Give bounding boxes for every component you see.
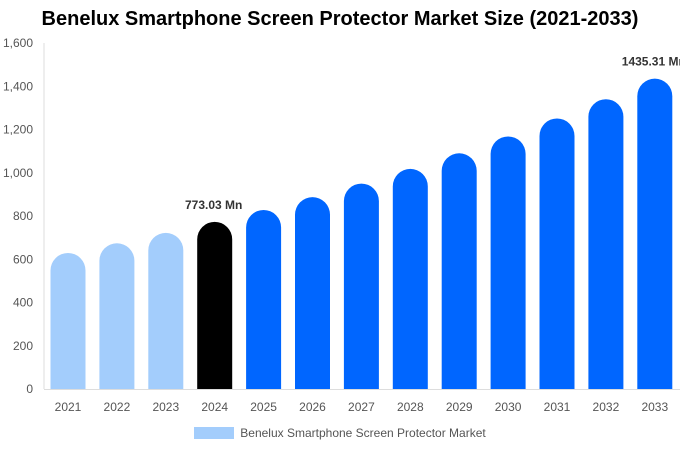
y-tick-label: 800	[13, 209, 33, 223]
x-tick-label: 2026	[299, 400, 326, 414]
y-tick-label: 200	[13, 339, 33, 353]
bar-2029	[441, 153, 477, 389]
x-tick-label: 2033	[641, 400, 668, 414]
bar-2030	[490, 136, 526, 389]
y-tick-label: 1,200	[3, 123, 33, 137]
bar-2021	[50, 252, 86, 389]
x-tick-label: 2023	[152, 400, 179, 414]
x-tick-label: 2032	[593, 400, 620, 414]
y-tick-label: 1,000	[3, 166, 33, 180]
x-tick-label: 2024	[201, 400, 228, 414]
y-tick-label: 0	[26, 382, 33, 396]
y-tick-label: 1,400	[3, 79, 33, 93]
legend-label: Benelux Smartphone Screen Protector Mark…	[240, 426, 486, 440]
x-tick-label: 2025	[250, 400, 277, 414]
x-tick-label: 2028	[397, 400, 424, 414]
x-tick-label: 2030	[495, 400, 522, 414]
legend: Benelux Smartphone Screen Protector Mark…	[0, 426, 680, 440]
bar-2028	[392, 168, 428, 389]
bar-2031	[539, 118, 575, 389]
x-tick-label: 2031	[544, 400, 571, 414]
bar-2024	[197, 221, 233, 389]
y-tick-label: 1,600	[3, 36, 33, 50]
y-tick-label: 400	[13, 296, 33, 310]
chart-title: Benelux Smartphone Screen Protector Mark…	[41, 8, 639, 30]
bar-2026	[295, 197, 330, 389]
bar-2033	[637, 78, 673, 390]
x-tick-label: 2027	[348, 400, 375, 414]
bar-2027	[343, 183, 379, 389]
x-tick-label: 2029	[446, 400, 473, 414]
bar-2022	[99, 243, 135, 389]
x-tick-label: 2021	[55, 400, 82, 414]
bar-2032	[588, 99, 624, 389]
data-label: 1435.31 Mn	[622, 55, 680, 69]
x-tick-label: 2022	[104, 400, 131, 414]
data-label: 773.03 Mn	[185, 198, 242, 212]
bar-2023	[148, 232, 184, 389]
bar-2025	[246, 209, 282, 389]
legend-swatch	[194, 427, 235, 439]
y-tick-label: 600	[13, 252, 33, 266]
